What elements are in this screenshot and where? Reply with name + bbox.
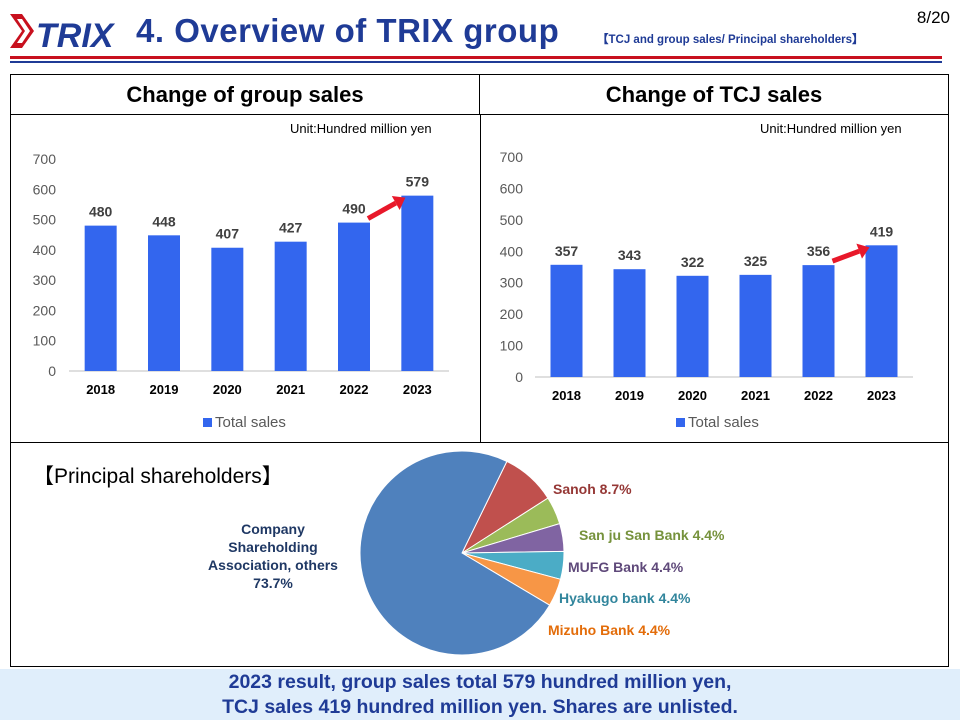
x-tick-label: 2021 bbox=[741, 388, 770, 403]
vertical-divider bbox=[480, 115, 481, 442]
x-tick-label: 2020 bbox=[213, 382, 242, 397]
y-tick-label: 300 bbox=[500, 275, 524, 291]
growth-arrow-head bbox=[391, 196, 406, 211]
legend-label: Total sales bbox=[215, 414, 286, 431]
y-tick-label: 400 bbox=[33, 242, 57, 258]
growth-arrow-head bbox=[856, 243, 870, 259]
y-tick-label: 700 bbox=[33, 151, 57, 167]
y-tick-label: 100 bbox=[33, 333, 57, 349]
x-tick-label: 2023 bbox=[867, 388, 896, 403]
logo-text: TRIX bbox=[36, 17, 116, 52]
y-tick-label: 0 bbox=[48, 363, 56, 379]
data-label: 325 bbox=[744, 253, 768, 269]
shareholders-pie-chart: Sanoh 8.7% San ju San Bank 4.4% MUFG Bank … bbox=[208, 450, 725, 656]
bar bbox=[148, 235, 180, 371]
title-rule-red bbox=[10, 56, 942, 59]
legend-swatch bbox=[203, 418, 212, 427]
tcj-unit-label: Unit:Hundred million yen bbox=[760, 121, 902, 136]
y-tick-label: 200 bbox=[33, 302, 57, 318]
bar bbox=[211, 247, 244, 371]
y-tick-label: 300 bbox=[33, 272, 57, 288]
data-label: 322 bbox=[681, 254, 705, 270]
page-subtitle: 【TCJ and group sales/ Principal sharehol… bbox=[597, 34, 864, 46]
title-rule-blue bbox=[10, 61, 942, 63]
y-tick-label: 500 bbox=[33, 212, 57, 228]
bar bbox=[676, 275, 709, 377]
bar bbox=[802, 265, 835, 377]
y-tick-label: 700 bbox=[500, 149, 524, 165]
shareholders-title: 【Principal shareholders】 bbox=[33, 465, 283, 488]
y-tick-label: 200 bbox=[500, 306, 524, 322]
bar bbox=[338, 222, 370, 371]
page-title: 4. Overview of TRIX group bbox=[136, 12, 560, 49]
bar bbox=[865, 245, 898, 377]
data-label: 419 bbox=[870, 223, 894, 239]
horizontal-divider bbox=[11, 442, 948, 443]
data-label: 579 bbox=[406, 174, 430, 190]
x-tick-label: 2023 bbox=[403, 382, 432, 397]
group-sales-chart: 0 100 200 300 400 500 600 700 480 2018 448 2019 407 2… bbox=[33, 151, 449, 431]
tcj-sales-chart: 0 100 200 300 400 500 600 700 357 2018 343 2019 322 2… bbox=[500, 149, 913, 431]
pie-label: Mizuho Bank 4.4% bbox=[548, 622, 671, 638]
summary-line-2: TCJ sales 419 hundred million yen. Share… bbox=[222, 696, 738, 718]
summary-line-1: 2023 result, group sales total 579 hundr… bbox=[228, 671, 732, 693]
summary-footer: 2023 result, group sales total 579 hundr… bbox=[0, 669, 960, 720]
y-tick-label: 0 bbox=[515, 369, 523, 385]
pie-label-company-line: 73.7% bbox=[253, 575, 293, 591]
pie-label: Hyakugo bank 4.4% bbox=[559, 590, 691, 606]
data-label: 357 bbox=[555, 243, 579, 259]
x-tick-label: 2018 bbox=[552, 388, 581, 403]
page-number: 8/20 bbox=[916, 8, 950, 27]
data-label: 407 bbox=[216, 226, 240, 242]
x-tick-label: 2019 bbox=[150, 382, 179, 397]
bar bbox=[550, 264, 583, 377]
data-label: 448 bbox=[152, 213, 176, 229]
pie-label-company-line: Shareholding bbox=[228, 539, 317, 555]
y-tick-label: 600 bbox=[500, 180, 524, 196]
data-label: 356 bbox=[807, 243, 831, 259]
data-label: 427 bbox=[279, 220, 303, 236]
content-frame: Change of group sales Change of TCJ sale… bbox=[10, 74, 949, 667]
legend-label: Total sales bbox=[688, 414, 759, 431]
data-label: 343 bbox=[618, 247, 642, 263]
pie-label-company-line: Company bbox=[241, 521, 305, 537]
x-tick-label: 2018 bbox=[86, 382, 115, 397]
y-tick-label: 400 bbox=[500, 243, 524, 259]
group-unit-label: Unit:Hundred million yen bbox=[290, 121, 432, 136]
bar bbox=[739, 274, 772, 377]
x-tick-label: 2022 bbox=[340, 382, 369, 397]
legend-swatch bbox=[676, 418, 685, 427]
y-tick-label: 500 bbox=[500, 212, 524, 228]
bar bbox=[84, 225, 117, 371]
pie-label: Sanoh 8.7% bbox=[553, 481, 632, 497]
y-tick-label: 600 bbox=[33, 181, 57, 197]
bar bbox=[274, 241, 307, 371]
x-tick-label: 2021 bbox=[276, 382, 305, 397]
growth-arrow-shaft bbox=[366, 200, 397, 221]
bar bbox=[401, 195, 434, 371]
pie-label-company-line: Association, others bbox=[208, 557, 338, 573]
bar bbox=[613, 269, 646, 377]
x-tick-label: 2020 bbox=[678, 388, 707, 403]
trix-logo: TRIX bbox=[10, 14, 116, 52]
pie-label: MUFG Bank 4.4% bbox=[568, 559, 684, 575]
y-tick-label: 100 bbox=[500, 338, 524, 354]
data-label: 490 bbox=[342, 201, 366, 217]
tcj-sales-header: Change of TCJ sales bbox=[480, 75, 948, 115]
growth-arrow-shaft bbox=[831, 248, 861, 264]
pie-label-company: Company Shareholding Association, others 73… bbox=[208, 521, 338, 591]
pie-slice bbox=[359, 450, 551, 656]
x-tick-label: 2019 bbox=[615, 388, 644, 403]
group-sales-header: Change of group sales bbox=[11, 75, 480, 115]
x-tick-label: 2022 bbox=[804, 388, 833, 403]
data-label: 480 bbox=[89, 204, 113, 220]
pie-label: San ju San Bank 4.4% bbox=[579, 527, 725, 543]
